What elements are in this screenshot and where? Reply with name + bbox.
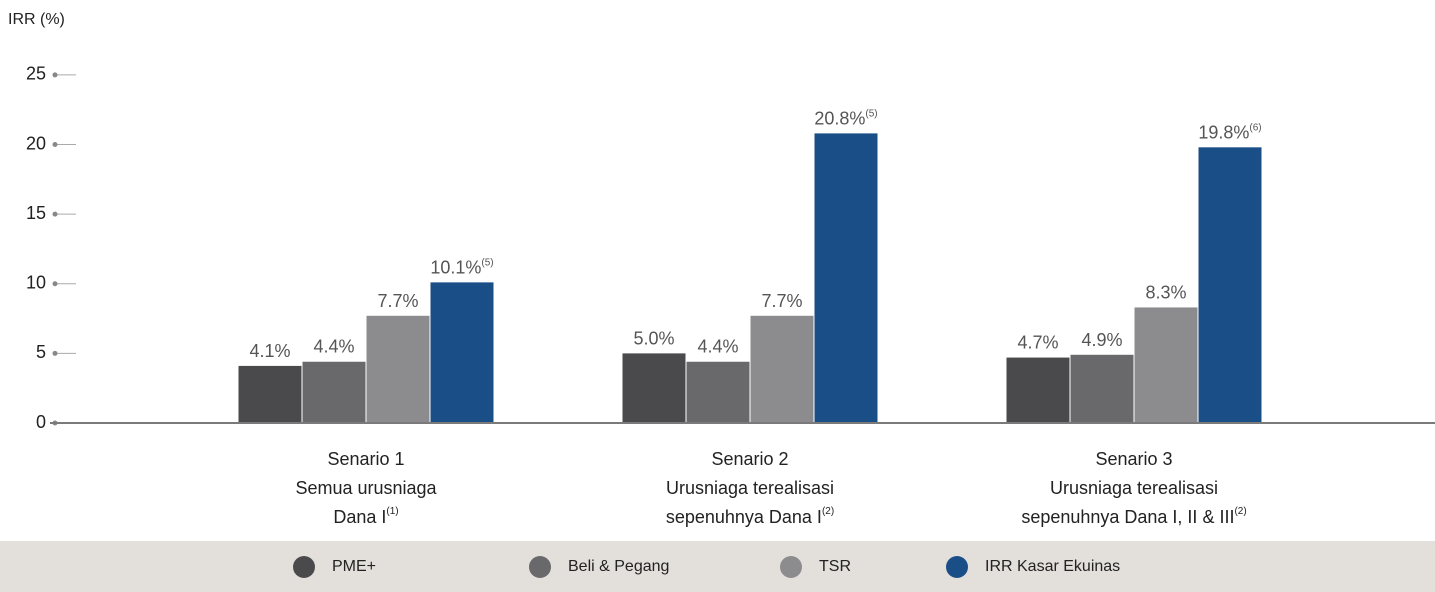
x-tick-label: sepenuhnya Dana I, II & III(2) — [1021, 506, 1246, 527]
bar — [686, 361, 750, 423]
x-tick-label: Urusniaga terealisasi — [666, 478, 834, 498]
x-tick-label-text: Dana I — [333, 507, 386, 527]
bar — [366, 315, 430, 423]
x-tick-label: sepenuhnya Dana I(2) — [666, 506, 834, 527]
value-label: 4.7% — [1017, 332, 1058, 352]
legend-label: TSR — [819, 558, 851, 575]
y-tick-label: 15 — [26, 203, 46, 223]
y-tick-label: 5 — [36, 342, 46, 362]
y-tick-label: 25 — [26, 64, 46, 84]
value-label: 7.7% — [377, 291, 418, 311]
value-label-text: 4.4% — [313, 336, 354, 356]
x-tick-label: Senario 2 — [711, 449, 788, 469]
y-axis-label: IRR (%) — [8, 11, 65, 28]
x-tick-label-note: (2) — [1234, 506, 1246, 517]
value-label: 4.4% — [313, 336, 354, 356]
legend-label: Beli & Pegang — [568, 558, 669, 575]
bar — [430, 282, 494, 423]
bar — [302, 361, 366, 423]
legend-label: PME+ — [332, 558, 376, 575]
x-tick-label-text: Senario 1 — [327, 449, 404, 469]
tick-dot — [52, 350, 58, 356]
bar — [238, 365, 302, 423]
x-tick-label-text: Urusniaga terealisasi — [666, 478, 834, 498]
value-label: 4.9% — [1081, 330, 1122, 350]
tick-dot — [52, 281, 58, 287]
value-label: 4.1% — [249, 341, 290, 361]
value-label-note: (5) — [865, 108, 877, 119]
legend-swatch — [780, 556, 802, 578]
legend-swatch — [946, 556, 968, 578]
y-tick-label: 20 — [26, 133, 46, 153]
y-tick-label: 0 — [36, 412, 46, 432]
bar — [1006, 357, 1070, 423]
value-label-text: 8.3% — [1145, 282, 1186, 302]
bar — [622, 353, 686, 423]
value-label-text: 10.1% — [430, 257, 481, 277]
tick-dot — [52, 142, 58, 148]
tick-dot — [52, 211, 58, 217]
legend-label: IRR Kasar Ekuinas — [985, 558, 1120, 575]
x-tick-label: Dana I(1) — [333, 506, 398, 527]
value-label-text: 4.1% — [249, 341, 290, 361]
value-label-text: 20.8% — [814, 108, 865, 128]
x-tick-label-note: (2) — [822, 506, 834, 517]
value-label: 8.3% — [1145, 282, 1186, 302]
x-tick-label-text: sepenuhnya Dana I — [666, 507, 822, 527]
value-label-text: 5.0% — [633, 328, 674, 348]
x-tick-label: Urusniaga terealisasi — [1050, 478, 1218, 498]
legend-swatch — [529, 556, 551, 578]
x-tick-label: Semua urusniaga — [295, 478, 437, 498]
bar — [814, 133, 878, 423]
value-label: 19.8%(6) — [1198, 122, 1261, 142]
value-label-text: 19.8% — [1198, 122, 1249, 142]
tick-dot — [52, 72, 58, 78]
value-label-text: 7.7% — [761, 291, 802, 311]
value-label-note: (6) — [1249, 122, 1261, 133]
y-tick-label: 10 — [26, 273, 46, 293]
value-label: 10.1%(5) — [430, 257, 493, 277]
x-tick-label-note: (1) — [386, 506, 398, 517]
x-tick-label-text: Senario 2 — [711, 449, 788, 469]
value-label-text: 4.4% — [697, 336, 738, 356]
x-tick-label-text: Urusniaga terealisasi — [1050, 478, 1218, 498]
x-tick-label-text: sepenuhnya Dana I, II & III — [1021, 507, 1234, 527]
bar — [750, 315, 814, 423]
bar — [1134, 307, 1198, 423]
value-label-text: 4.7% — [1017, 332, 1058, 352]
value-label: 4.4% — [697, 336, 738, 356]
value-label: 20.8%(5) — [814, 108, 877, 128]
value-label: 5.0% — [633, 328, 674, 348]
value-label: 7.7% — [761, 291, 802, 311]
x-tick-label: Senario 3 — [1095, 449, 1172, 469]
bar — [1198, 147, 1262, 424]
x-tick-label: Senario 1 — [327, 449, 404, 469]
value-label-note: (5) — [481, 257, 493, 268]
legend-background — [0, 541, 1435, 592]
value-label-text: 4.9% — [1081, 330, 1122, 350]
x-tick-label-text: Semua urusniaga — [295, 478, 437, 498]
value-label-text: 7.7% — [377, 291, 418, 311]
x-tick-label-text: Senario 3 — [1095, 449, 1172, 469]
legend-swatch — [293, 556, 315, 578]
bar — [1070, 354, 1134, 423]
